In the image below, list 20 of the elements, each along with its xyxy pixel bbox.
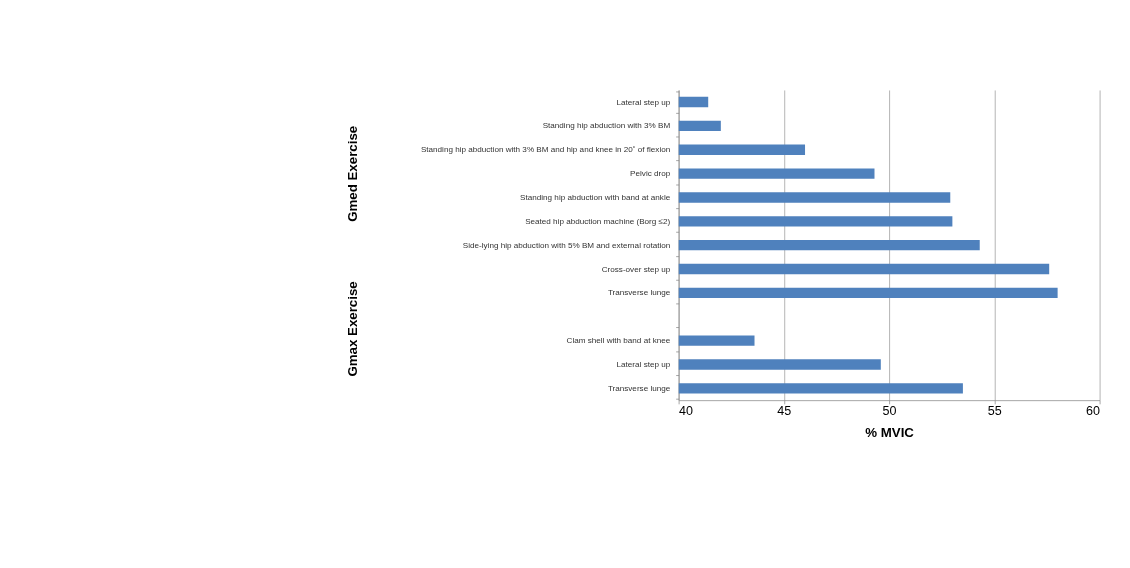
y-tick-label: Standing hip abduction with 3% BM bbox=[542, 121, 671, 131]
y-tick-label: Clam shell with band at knee bbox=[566, 336, 671, 346]
x-tick-label: 45 bbox=[777, 404, 792, 419]
y-tick-label: Pelvic drop bbox=[630, 169, 671, 179]
y-tick-label: Lateral step up bbox=[616, 97, 671, 107]
y-tick-label: Standing hip abduction with 3% BM and hip and knee in 20˚ of flexion bbox=[420, 145, 671, 155]
y-tick-label: Standing hip abduction with band at ankle bbox=[520, 193, 671, 203]
x-tick-label: 55 bbox=[987, 404, 1002, 419]
y-tick-label: Seated hip abduction machine (Borg ≤2) bbox=[525, 216, 671, 226]
x-tick-label: 40 bbox=[679, 404, 694, 419]
x-axis-title: % MVIC bbox=[865, 424, 915, 440]
x-tick-label: 60 bbox=[1086, 404, 1101, 419]
y-tick-label: Side-lying hip abduction with 5% BM and external rotation bbox=[462, 240, 671, 250]
text: Gmed Exercise bbox=[345, 125, 361, 222]
y-tick-label: Transverse lunge bbox=[607, 288, 671, 298]
text: Gmax Exercise bbox=[345, 281, 361, 377]
x-tick-label: 50 bbox=[882, 404, 897, 419]
y-tick-label: Lateral step up bbox=[616, 360, 671, 370]
y-tick-label: Transverse lunge bbox=[607, 383, 671, 393]
y-tick-label: Cross-over step up bbox=[601, 264, 671, 274]
